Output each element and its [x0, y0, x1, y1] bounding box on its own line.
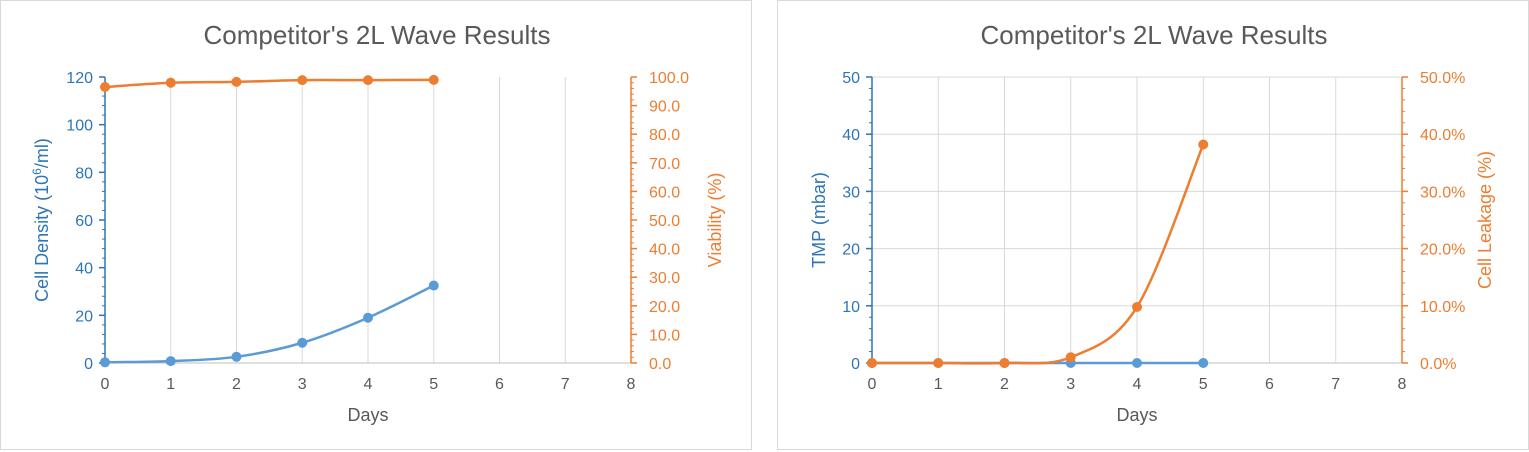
chart-panel-cell-density: Competitor's 2L Wave Results 0 20 40 60 80 100…	[0, 0, 752, 450]
right-axis-tick-label: 90.0	[649, 99, 680, 116]
left-axis-tick-label: 10	[842, 299, 860, 316]
right-axis-tick-label: 40.0	[649, 242, 680, 259]
right-axis-tick-label: 0.0%	[1420, 356, 1456, 373]
left-axis-title: TMP (mbar)	[809, 172, 829, 268]
right-axis-tick-label: 50.0%	[1420, 70, 1465, 87]
series-2-point	[1065, 352, 1076, 363]
left-axis-tick-label: 120	[66, 70, 93, 87]
tmp-cell-leakage-chart: Competitor's 2L Wave Results010203040500…	[809, 20, 1495, 425]
x-axis-tick-label: 7	[561, 376, 570, 393]
cell-density-viability-chart: Competitor's 2L Wave Results020406080100…	[30, 20, 725, 425]
series-2-point	[297, 75, 308, 86]
x-axis-tick-label: 5	[429, 376, 438, 393]
series-1-point	[297, 337, 308, 348]
series-2-point	[100, 82, 110, 93]
series-1-point	[363, 312, 373, 323]
series-2-point	[999, 358, 1010, 368]
right-axis-tick-label: 40.0%	[1420, 127, 1465, 144]
left-axis-tick-label: 30	[842, 184, 860, 201]
series-1-point	[1198, 358, 1209, 368]
x-axis-tick-label: 8	[1398, 376, 1407, 393]
series-line-1	[104, 284, 435, 364]
series-2-point	[933, 358, 944, 368]
left-axis-tick-label: 50	[842, 70, 860, 87]
x-axis-tick-label: 0	[868, 376, 877, 393]
x-axis-tick-label: 1	[934, 376, 943, 393]
x-axis-tick-label: 1	[166, 376, 175, 393]
right-axis-title: Cell Leakage (%)	[1475, 151, 1495, 289]
x-axis-tick-label: 3	[298, 376, 307, 393]
x-axis-title: Days	[1116, 405, 1157, 425]
right-axis-tick-label: 50.0	[649, 213, 680, 230]
x-axis-tick-label: 4	[1133, 376, 1142, 393]
right-axis-tick-label: 30.0	[649, 270, 680, 287]
right-axis-tick-label: 100.0	[649, 70, 689, 87]
right-axis-tick-label: 0.0	[649, 356, 671, 373]
x-axis-tick-label: 6	[1265, 376, 1274, 393]
series-1-point	[428, 280, 439, 291]
right-axis-tick-label: 10.0	[649, 327, 680, 344]
left-axis-tick-label: 100	[66, 118, 93, 135]
x-axis-tick-label: 5	[1199, 376, 1208, 393]
left-axis-tick-label: 40	[75, 261, 93, 278]
right-axis-tick-label: 80.0	[649, 127, 680, 144]
x-axis-tick-label: 2	[1000, 376, 1009, 393]
series-2-point	[1198, 139, 1209, 150]
left-axis-tick-label: 60	[75, 213, 93, 230]
series-2-point	[428, 74, 439, 85]
series-2-point	[231, 76, 242, 87]
left-axis-tick-label: 0	[84, 356, 93, 373]
series-line-2	[871, 144, 1205, 365]
left-axis-tick-label: 80	[75, 165, 93, 182]
chart-title: Competitor's 2L Wave Results	[981, 20, 1328, 50]
series-2-point	[165, 77, 176, 88]
right-axis-tick-label: 70.0	[649, 156, 680, 173]
series-line-2	[104, 78, 434, 89]
x-axis-tick-label: 3	[1066, 376, 1075, 393]
series-1-point	[100, 357, 110, 368]
series-1-point	[1132, 358, 1142, 368]
series-1-point	[231, 351, 242, 362]
right-axis-tick-label: 60.0	[649, 184, 680, 201]
series-2-point	[1132, 301, 1142, 312]
right-axis-tick-label: 20.0	[649, 299, 680, 316]
left-axis-tick-label: 0	[851, 356, 860, 373]
x-axis-tick-label: 8	[627, 376, 636, 393]
left-axis-title: Cell Density (106/ml)	[30, 138, 52, 302]
series-2-point	[363, 75, 373, 86]
right-axis-title: Viability (%)	[705, 173, 725, 268]
right-axis-tick-label: 20.0%	[1420, 242, 1465, 259]
x-axis-tick-label: 2	[232, 376, 241, 393]
series-2-point	[867, 358, 877, 368]
x-axis-title: Days	[347, 405, 388, 425]
x-axis-tick-label: 4	[364, 376, 373, 393]
right-axis-tick-label: 30.0%	[1420, 184, 1465, 201]
x-axis-tick-label: 0	[101, 376, 110, 393]
chart-title: Competitor's 2L Wave Results	[204, 20, 551, 50]
left-axis-tick-label: 40	[842, 127, 860, 144]
left-axis-tick-label: 20	[75, 308, 93, 325]
x-axis-tick-label: 6	[495, 376, 504, 393]
left-axis-tick-label: 20	[842, 242, 860, 259]
series-1-point	[165, 356, 176, 367]
x-axis-tick-label: 7	[1331, 376, 1340, 393]
right-axis-tick-label: 10.0%	[1420, 299, 1465, 316]
chart-panel-tmp-leakage: Competitor's 2L Wave Results 0 10 20 30 40 50 0…	[777, 0, 1529, 450]
